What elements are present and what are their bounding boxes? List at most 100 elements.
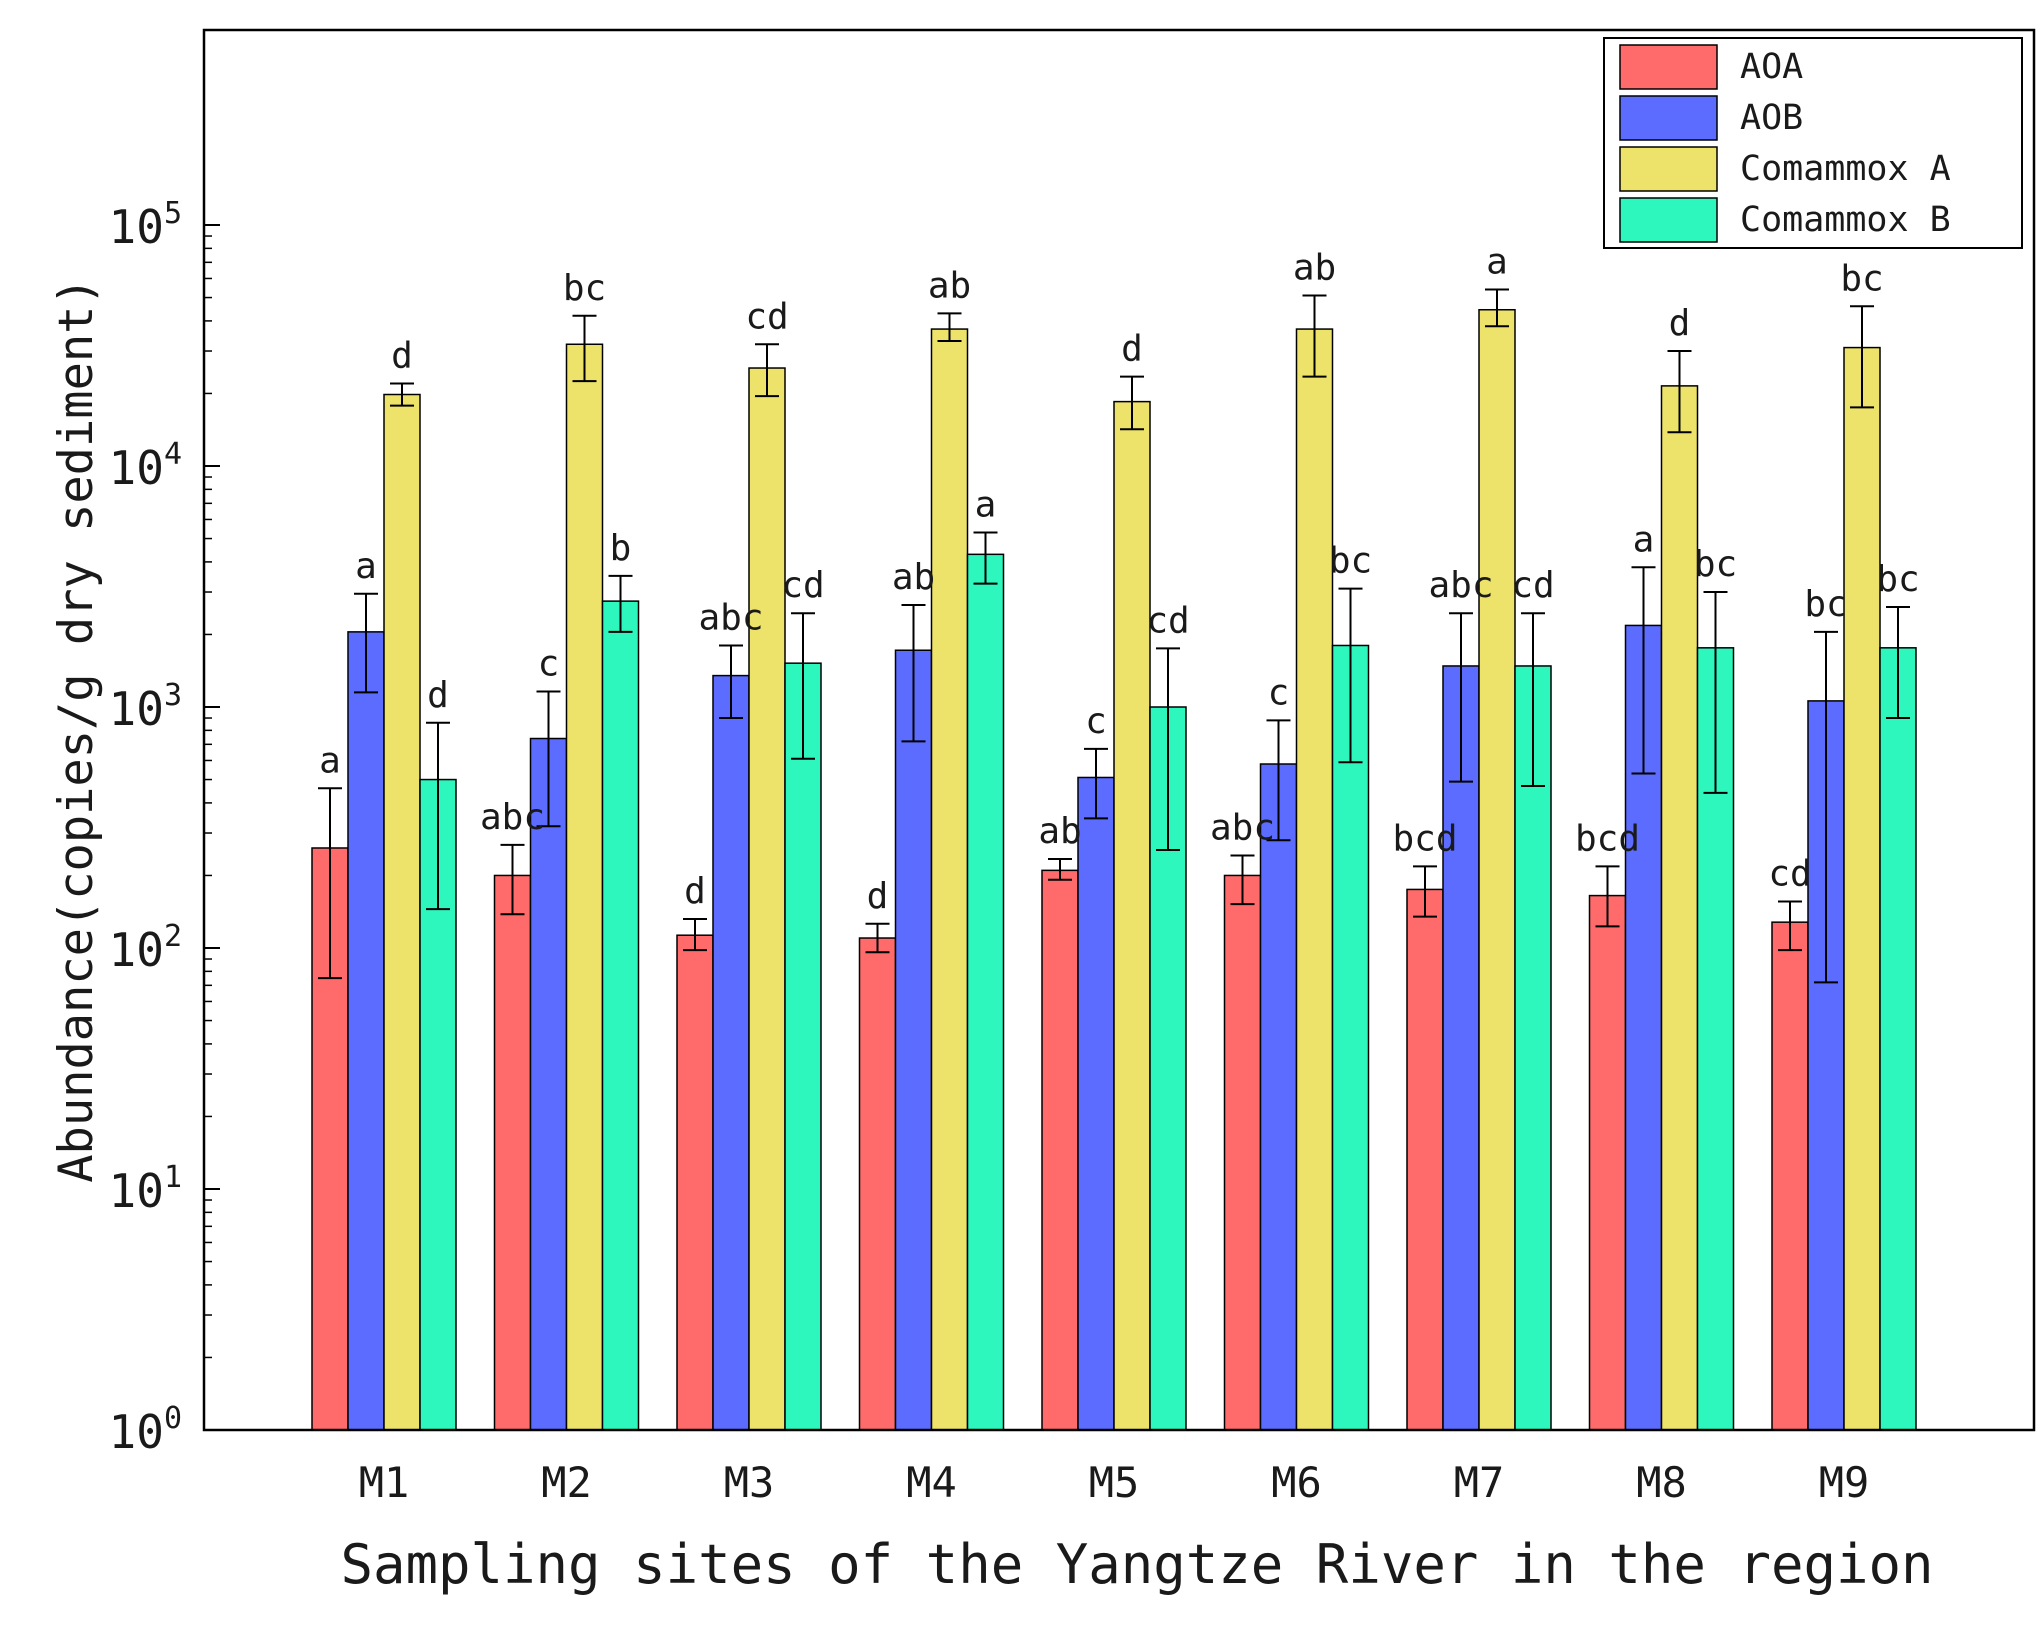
significance-letter: bc <box>1329 541 1372 582</box>
bar <box>1660 385 1699 1431</box>
y-tick-label: 105 <box>109 196 182 254</box>
significance-letter: cd <box>1146 600 1189 641</box>
bar <box>1077 776 1115 1431</box>
significance-letter: cd <box>745 296 788 337</box>
y-tick-label: 102 <box>109 919 182 977</box>
bar <box>1223 874 1262 1431</box>
y-tick-label: 100 <box>109 1401 182 1459</box>
bar <box>1259 763 1298 1431</box>
significance-letter: a <box>319 740 341 781</box>
significance-letter: d <box>684 871 706 912</box>
x-axis: M1 M2 M3 M4 M5 M6 M7 M8 M9 <box>359 1458 1870 1507</box>
significance-letter: bc <box>1804 584 1847 625</box>
y-axis: 100 101 102 103 104 105 <box>109 196 220 1459</box>
bar <box>1478 308 1516 1431</box>
significance-letter: d <box>427 675 449 716</box>
significance-letter: bcd <box>1392 818 1457 859</box>
bar <box>1406 888 1444 1431</box>
bar <box>347 631 385 1431</box>
bar <box>383 393 421 1431</box>
significance-letter: cd <box>1768 853 1811 894</box>
significance-letter: a <box>1633 519 1655 560</box>
legend-label: AOB <box>1740 98 1803 138</box>
significance-letter: abc <box>1210 808 1275 849</box>
significance-letter: bc <box>1840 258 1883 299</box>
y-axis-label: Abundance(copies/g dry sediment) <box>49 277 104 1182</box>
bar <box>1113 400 1151 1431</box>
x-tick-label: M5 <box>1089 1458 1140 1507</box>
bar <box>1295 328 1334 1431</box>
bars-layer <box>311 308 1917 1431</box>
significance-letter: a <box>1486 241 1508 282</box>
x-tick-label: M6 <box>1271 1458 1322 1507</box>
significance-letter: ab <box>1293 247 1336 288</box>
legend-swatch <box>1619 44 1718 90</box>
bar <box>601 600 640 1431</box>
significance-letter: bc <box>1694 544 1737 585</box>
significance-letter: bc <box>1876 559 1919 600</box>
legend: AOA AOB Comammox A Comammox B <box>1603 37 2023 249</box>
x-axis-label: Sampling sites of the Yangtze River in t… <box>340 1533 1933 1596</box>
bar <box>748 367 786 1431</box>
significance-letter: d <box>391 335 413 376</box>
x-tick-label: M2 <box>541 1458 592 1507</box>
bar <box>529 737 568 1431</box>
bar <box>1514 665 1552 1431</box>
x-tick-label: M7 <box>1454 1458 1505 1507</box>
significance-letter: bc <box>563 268 606 309</box>
significance-letter: abc <box>698 597 763 638</box>
bar <box>1041 869 1079 1431</box>
bar <box>676 934 714 1431</box>
bar <box>1588 894 1627 1431</box>
bar <box>493 874 532 1431</box>
y-tick-label: 101 <box>109 1160 182 1218</box>
legend-swatch <box>1619 95 1718 141</box>
significance-letter: c <box>1085 701 1107 742</box>
bar <box>565 343 604 1431</box>
significance-letter: a <box>975 484 997 525</box>
significance-letter: d <box>1121 329 1143 370</box>
bar <box>930 328 969 1431</box>
legend-items: AOA AOB Comammox A Comammox B <box>1619 44 1951 243</box>
x-tick-label: M1 <box>359 1458 410 1507</box>
significance-letter: abc <box>1428 565 1493 606</box>
x-tick-label: M8 <box>1636 1458 1687 1507</box>
significance-letter: b <box>610 528 632 569</box>
y-tick-label: 104 <box>109 437 182 495</box>
bar <box>1442 665 1480 1431</box>
x-tick-label: M9 <box>1819 1458 1870 1507</box>
significance-letter: ab <box>892 557 935 598</box>
bar <box>712 674 750 1431</box>
bar <box>966 553 1005 1431</box>
x-tick-label: M4 <box>906 1458 957 1507</box>
bar <box>1771 921 1809 1431</box>
significance-letter: cd <box>1511 565 1554 606</box>
significance-letter: bcd <box>1575 818 1640 859</box>
bar <box>1879 647 1917 1431</box>
x-tick-label: M3 <box>724 1458 775 1507</box>
legend-label: Comammox B <box>1740 200 1951 240</box>
bar <box>784 662 822 1431</box>
error-bars-layer <box>318 288 1910 984</box>
significance-letter: ab <box>928 265 971 306</box>
significance-letter: c <box>1268 672 1290 713</box>
significance-letter: c <box>538 643 560 684</box>
significance-letter: d <box>867 876 889 917</box>
legend-label: Comammox A <box>1740 149 1951 189</box>
bar <box>1843 346 1881 1431</box>
legend-swatch <box>1619 146 1718 192</box>
bar <box>1331 644 1370 1431</box>
significance-letters-layer: aaddabccbcbdabccdcddababaabcdcdabccabbcb… <box>319 241 1920 916</box>
legend-swatch <box>1619 197 1718 243</box>
legend-label: AOA <box>1740 47 1803 87</box>
y-tick-label: 103 <box>109 678 182 736</box>
bar <box>858 937 897 1431</box>
significance-letter: d <box>1669 303 1691 344</box>
significance-letter: cd <box>781 565 824 606</box>
bar <box>894 649 933 1431</box>
significance-letter: ab <box>1038 811 1081 852</box>
significance-letter: abc <box>480 797 545 838</box>
significance-letter: a <box>355 546 377 587</box>
